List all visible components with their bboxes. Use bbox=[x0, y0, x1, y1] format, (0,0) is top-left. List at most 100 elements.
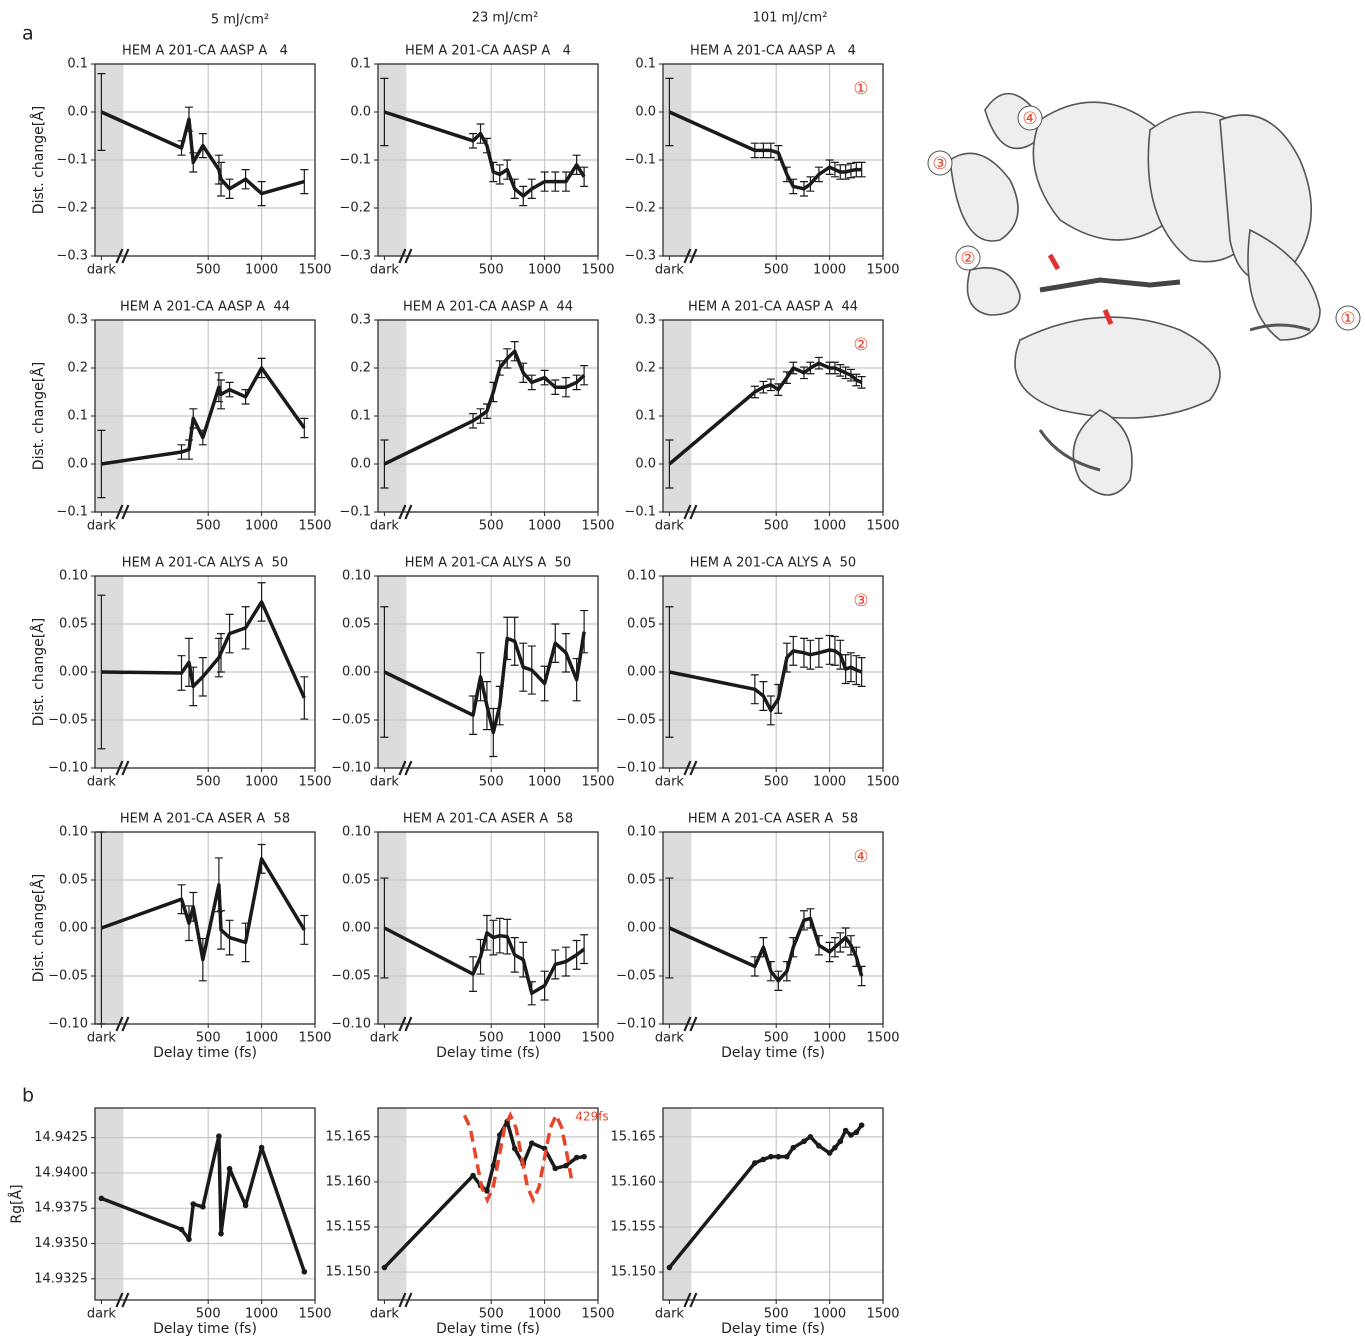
error-bar bbox=[561, 377, 570, 398]
error-bar bbox=[519, 941, 528, 978]
data-point bbox=[200, 1204, 206, 1210]
x-tick-label: 500 bbox=[479, 263, 504, 278]
y-tick-label: 0.0 bbox=[635, 457, 656, 472]
x-tick-label: 1000 bbox=[813, 1307, 846, 1322]
axis-break bbox=[683, 1292, 698, 1308]
plot-frame bbox=[662, 319, 884, 513]
error-bar bbox=[857, 657, 866, 687]
chart: dark 500 1000 1500 14.9325 14.9350 14.9375 14.9… bbox=[8, 1107, 332, 1337]
error-bar bbox=[806, 908, 815, 929]
error-bar bbox=[519, 362, 528, 383]
y-tick-label: 0.1 bbox=[67, 57, 88, 72]
y-tick-label: 0.00 bbox=[59, 665, 88, 680]
x-tick-label: 500 bbox=[196, 1031, 221, 1046]
chart-title: HEM A 201-CA AASP A 4 bbox=[405, 44, 571, 59]
error-bar bbox=[527, 178, 536, 199]
chart-annotation: ④ bbox=[853, 847, 868, 867]
error-bar bbox=[814, 356, 823, 370]
data-point bbox=[752, 1160, 758, 1166]
protein-structure bbox=[927, 92, 1361, 496]
structure-label: ④ bbox=[1022, 109, 1037, 129]
x-tick-label: 1000 bbox=[528, 1031, 561, 1046]
axis-break bbox=[115, 1016, 130, 1032]
error-bar bbox=[580, 166, 589, 187]
plot-frame bbox=[377, 1107, 599, 1301]
y-tick-label: 15.150 bbox=[611, 1265, 657, 1280]
error-bar bbox=[300, 914, 309, 945]
data-line bbox=[668, 361, 863, 466]
x-tick-label: dark bbox=[655, 1307, 685, 1322]
data-point bbox=[301, 1268, 308, 1275]
error-bar bbox=[572, 939, 581, 970]
error-bar bbox=[198, 937, 207, 982]
error-bar bbox=[510, 341, 519, 362]
y-tick-label: −0.10 bbox=[616, 761, 656, 776]
data-point bbox=[581, 1153, 587, 1160]
error-bar bbox=[846, 935, 855, 956]
error-bar bbox=[774, 383, 783, 396]
data-point bbox=[490, 1162, 497, 1169]
error-bar bbox=[189, 152, 198, 173]
chart-title: HEM A 201-CA ASER A 58 bbox=[688, 812, 858, 827]
error-bar bbox=[665, 439, 674, 489]
axis-break bbox=[115, 1292, 130, 1308]
error-bar bbox=[217, 633, 226, 673]
x-tick-label: 500 bbox=[764, 519, 789, 534]
chart: dark 500 1000 1500 15.150 15.155 15.160 15.165 4… bbox=[326, 1107, 615, 1337]
y-tick-label: 0.05 bbox=[342, 873, 371, 888]
chart: dark 500 1000 1500 −0.1 0.0 0.1 0.2 0.3 HEM A 201… bbox=[624, 300, 899, 534]
x-tick-label: 1500 bbox=[866, 263, 899, 278]
y-tick-label: −0.2 bbox=[56, 201, 88, 216]
data-point bbox=[226, 1165, 233, 1172]
x-tick-label: 500 bbox=[196, 1307, 221, 1322]
data-point bbox=[666, 1264, 673, 1271]
y-tick-label: −0.10 bbox=[48, 1017, 88, 1032]
error-bar bbox=[665, 606, 674, 738]
x-tick-label: 1000 bbox=[245, 519, 278, 534]
error-bar bbox=[489, 381, 498, 403]
chart-annotation: ① bbox=[853, 79, 868, 99]
data-point bbox=[848, 1132, 854, 1138]
error-bar bbox=[198, 133, 207, 159]
y-tick-label: −0.05 bbox=[331, 713, 371, 728]
error-bar bbox=[177, 655, 186, 691]
chart: dark 500 1000 1500 −0.3 −0.2 −0.1 0.0 0.1 HEM A 2… bbox=[624, 44, 899, 278]
chart-title: HEM A 201-CA ALYS A 50 bbox=[122, 556, 288, 571]
error-bar bbox=[217, 910, 226, 950]
data-point bbox=[258, 1144, 265, 1151]
y-axis-label: Dist. change[Å] bbox=[30, 106, 47, 214]
x-tick-label: 1500 bbox=[581, 1031, 614, 1046]
data-point bbox=[178, 1226, 185, 1233]
y-tick-label: −0.1 bbox=[339, 505, 371, 520]
x-tick-label: 1000 bbox=[245, 1307, 278, 1322]
error-bar bbox=[782, 166, 791, 183]
x-tick-label: 500 bbox=[196, 263, 221, 278]
error-bar bbox=[799, 181, 808, 197]
y-axis-label: Rg[Å] bbox=[8, 1184, 25, 1223]
x-tick-label: dark bbox=[655, 519, 685, 534]
y-tick-label: −0.10 bbox=[616, 1017, 656, 1032]
chart-title: HEM A 201-CA AASP A 4 bbox=[690, 44, 856, 59]
y-tick-label: 14.9350 bbox=[34, 1236, 88, 1251]
plot-frame bbox=[94, 63, 316, 257]
error-bar bbox=[766, 142, 775, 159]
structure-label: ② bbox=[960, 249, 975, 269]
panel-label: a bbox=[22, 23, 34, 45]
error-bar bbox=[241, 606, 250, 650]
data-point bbox=[511, 1145, 518, 1152]
y-tick-label: −0.3 bbox=[339, 249, 371, 264]
y-tick-label: 0.05 bbox=[59, 617, 88, 632]
error-bar bbox=[489, 161, 498, 183]
error-bar bbox=[857, 376, 866, 389]
error-bar bbox=[469, 133, 478, 149]
x-tick-label: 500 bbox=[479, 775, 504, 790]
fit-label: 429fs bbox=[575, 1110, 608, 1124]
y-tick-label: 14.9425 bbox=[34, 1130, 88, 1145]
axis-break bbox=[683, 1016, 698, 1032]
y-tick-label: −0.10 bbox=[48, 761, 88, 776]
error-bar bbox=[750, 142, 759, 159]
error-bar bbox=[665, 877, 674, 979]
error-bar bbox=[846, 162, 855, 179]
chart-title: HEM A 201-CA ALYS A 50 bbox=[405, 556, 571, 571]
error-bar bbox=[857, 965, 866, 987]
